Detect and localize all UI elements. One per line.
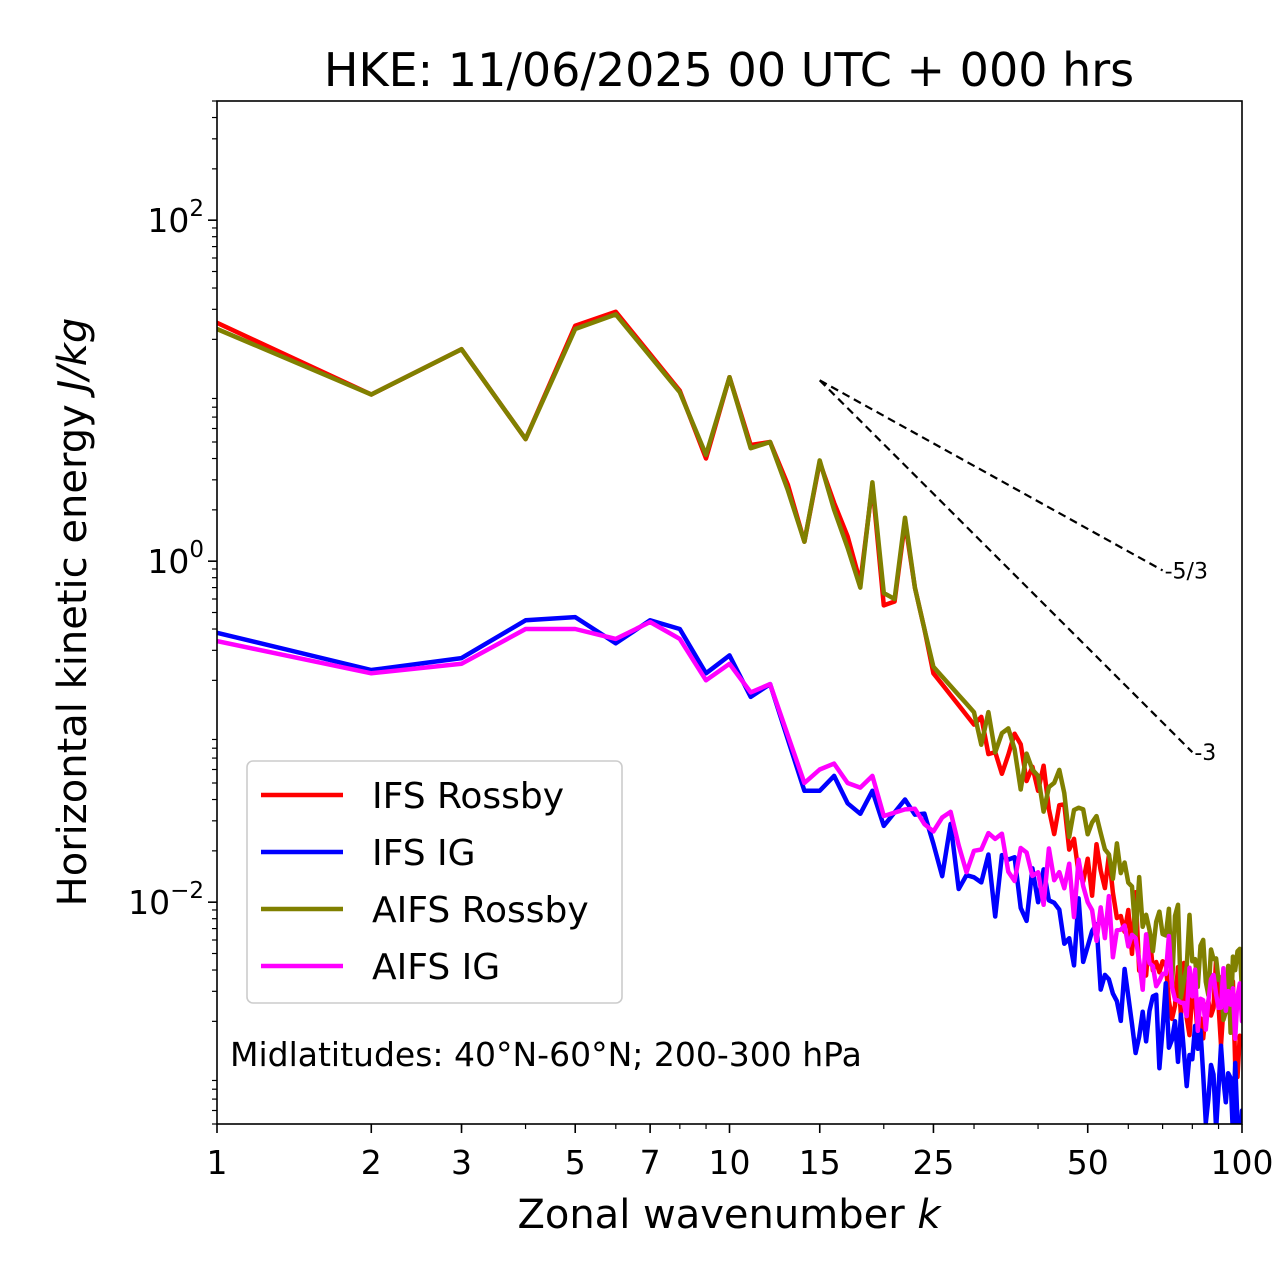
reference-lines: -5/3 -3 — [818, 379, 1216, 766]
legend-frame — [246, 760, 623, 1004]
x-tick-label: 7 — [640, 1143, 661, 1182]
legend-label: IFS IG — [372, 833, 476, 874]
x-tick-label: 3 — [451, 1143, 472, 1182]
y-axis-label-text: Horizontal kinetic energy — [50, 404, 96, 906]
x-tick-label: 100 — [1211, 1143, 1274, 1182]
x-axis-label-variable: k — [917, 1192, 942, 1238]
legend-label: AIFS Rossby — [372, 890, 589, 931]
series-layer — [217, 309, 1242, 1124]
x-tick-label: 50 — [1067, 1143, 1109, 1182]
reference-line-1 — [819, 379, 1164, 572]
x-tick-label: 25 — [912, 1143, 954, 1182]
series-line-ifs-rossby — [217, 309, 1242, 1080]
y-tick-labels: 102 100 10−2 — [128, 196, 204, 922]
reference-line-label: -5/3 — [1165, 559, 1208, 584]
x-tick-label: 2 — [361, 1143, 382, 1182]
series-line-aifs-ig — [217, 619, 1242, 1042]
legend-items: IFS Rossby IFS IG AIFS Rossby AIFS IG — [261, 776, 589, 988]
x-tick-label: 15 — [799, 1143, 841, 1182]
legend-label: AIFS IG — [372, 947, 500, 988]
y-tick-label: 100 — [147, 537, 204, 581]
region-annotation: Midlatitudes: 40°N-60°N; 200-300 hPa — [230, 1035, 862, 1074]
y-tick-label: 102 — [147, 196, 204, 240]
series-line-ifs-ig — [217, 614, 1242, 1124]
series-line-aifs-rossby — [217, 312, 1242, 1036]
major-ticks — [208, 219, 1243, 1133]
y-axis-label-units: J/kg — [50, 318, 96, 399]
y-axis-label: Horizontal kinetic energy J/kg — [50, 318, 96, 907]
reference-line-2 — [818, 379, 1194, 753]
y-tick-label: 10−2 — [128, 878, 204, 922]
chart-title: HKE: 11/06/2025 00 UTC + 000 hrs — [324, 43, 1134, 97]
legend-label: IFS Rossby — [372, 776, 564, 817]
reference-line-label: -3 — [1194, 741, 1216, 766]
x-tick-label: 10 — [709, 1143, 751, 1182]
x-tick-label: 5 — [565, 1143, 586, 1182]
x-tick-label: 1 — [207, 1143, 228, 1182]
x-tick-labels: 1 2 3 5 7 10 15 25 50 100 — [207, 1143, 1274, 1182]
x-axis-label: Zonal wavenumber k — [517, 1192, 942, 1238]
legend: IFS Rossby IFS IG AIFS Rossby AIFS IG — [246, 760, 623, 1004]
plot-frame — [216, 100, 1243, 1125]
x-axis-label-text: Zonal wavenumber — [517, 1192, 905, 1238]
